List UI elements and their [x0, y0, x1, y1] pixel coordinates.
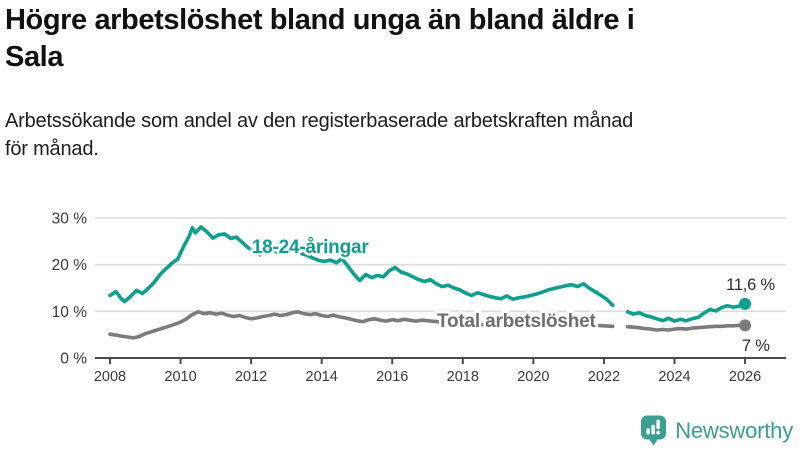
x-axis-label-2026: 2026	[729, 369, 761, 385]
series-line-18-24-åringar-seg1	[108, 225, 615, 308]
x-axis-label-2020: 2020	[517, 369, 549, 385]
x-axis-label-2008: 2008	[94, 369, 126, 385]
x-axis-label-2016: 2016	[376, 369, 408, 385]
value-label-total: 7 %	[742, 337, 770, 355]
x-axis-label-2014: 2014	[306, 369, 338, 385]
y-axis-label-0: 0 %	[60, 351, 87, 368]
page-title-line-2: Sala	[5, 41, 64, 73]
y-axis-label-10: 10 %	[52, 304, 88, 321]
page-subtitle: Arbetssökande som andel av den registerb…	[5, 107, 793, 163]
bar-chart-speech-bubble-icon	[641, 415, 667, 446]
x-axis-label-2018: 2018	[447, 369, 479, 385]
end-dot-total-arbetslöshet	[739, 319, 752, 332]
end-dot-18-24-åringar	[739, 297, 752, 310]
line-chart: 0 % 10 % 20 % 30 % 2008 2010 2012 2014 2016 2018 2…	[52, 210, 786, 385]
newsworthy-logo-text: Newsworthy	[675, 417, 793, 443]
series-label-total: Total arbetslöshet	[437, 311, 597, 332]
page-subtitle-line-1: Arbetssökande som andel av den registerb…	[5, 110, 634, 132]
newsworthy-logo: Newsworthy	[640, 415, 793, 446]
y-axis-label-30: 30 %	[52, 210, 88, 227]
value-label-young: 11,6 %	[726, 276, 775, 294]
series-line-total-arbetslöshet-seg1	[108, 310, 615, 340]
chart-header: Högre arbetslöshet bland unga än bland ä…	[5, 2, 793, 163]
page-title: Högre arbetslöshet bland unga än bland ä…	[5, 2, 793, 76]
series-line-18-24-åringar-seg2	[625, 302, 747, 323]
x-axis-label-2024: 2024	[658, 369, 690, 385]
x-axis-label-2010: 2010	[164, 369, 196, 385]
page-title-line-1: Högre arbetslöshet bland unga än bland ä…	[5, 4, 635, 36]
series-line-total-arbetslöshet-seg2	[625, 323, 747, 332]
page-subtitle-line-2: för månad.	[5, 138, 99, 160]
x-axis-label-2022: 2022	[588, 369, 620, 385]
series-label-young: 18-24-åringar	[252, 237, 370, 258]
x-axis-label-2012: 2012	[235, 369, 267, 385]
y-axis-label-20: 20 %	[52, 257, 88, 274]
